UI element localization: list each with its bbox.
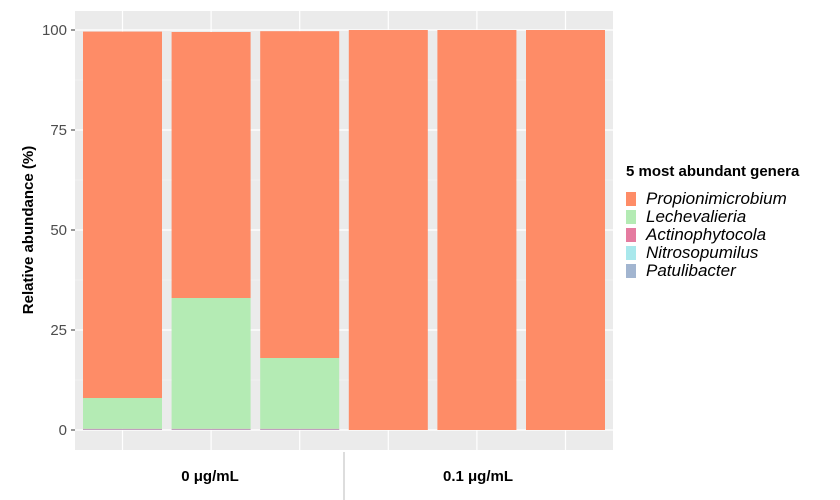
- legend-item-propionimicrobium: Propionimicrobium: [626, 189, 799, 208]
- bar-segment-lechevalieria: [171, 298, 251, 429]
- group-label-0ugml: 0 μg/mL: [181, 468, 239, 485]
- legend-label: Patulibacter: [646, 261, 736, 280]
- bar-segment-propionimicrobium: [348, 30, 428, 430]
- legend-item-actinophytocola: Actinophytocola: [626, 225, 799, 244]
- bar-segment-propionimicrobium: [526, 30, 605, 430]
- legend-title: 5 most abundant genera: [626, 163, 800, 180]
- bar-segment-patulibacter: [171, 429, 251, 430]
- bar-segment-actinophytocola: [260, 428, 340, 430]
- bar-segment-actinophytocola: [83, 428, 162, 430]
- bar-segment-patulibacter: [260, 429, 340, 430]
- bars: [83, 30, 605, 430]
- bar-segment-lechevalieria: [260, 358, 340, 429]
- legend-swatch: [626, 192, 636, 206]
- y-tick-label: 75: [50, 122, 67, 139]
- group-label-0.1ugml: 0.1 μg/mL: [443, 468, 513, 485]
- legend-swatch: [626, 246, 636, 260]
- legend-item-lechevalieria: Lechevalieria: [626, 207, 799, 226]
- legend-label: Nitrosopumilus: [646, 243, 759, 262]
- legend-swatch: [626, 210, 636, 224]
- bar-segment-propionimicrobium: [171, 32, 251, 298]
- legend-label: Lechevalieria: [646, 207, 747, 226]
- bar-segment-patulibacter: [83, 429, 162, 430]
- y-axis: 0 25 50 75 100: [42, 22, 75, 439]
- legend-swatch: [626, 264, 636, 278]
- y-tick-label: 25: [50, 322, 67, 339]
- legend-items: Propionimicrobium Lechevalieria Actinophyt…: [626, 189, 799, 280]
- y-axis-title: Relative abundance (%): [20, 146, 37, 314]
- legend-item-patulibacter: Patulibacter: [626, 261, 799, 280]
- y-tick-label: 100: [42, 22, 67, 39]
- bar-segment-lechevalieria: [83, 398, 162, 429]
- bar-segment-propionimicrobium: [260, 31, 340, 358]
- y-tick-label: 50: [50, 222, 67, 239]
- bar-segment-actinophytocola: [171, 428, 251, 430]
- y-tick-label: 0: [59, 422, 67, 439]
- legend-label: Propionimicrobium: [646, 189, 787, 208]
- bar-segment-propionimicrobium: [437, 30, 517, 430]
- legend-label: Actinophytocola: [646, 225, 767, 244]
- legend-item-nitrosopumilus: Nitrosopumilus: [626, 243, 799, 262]
- legend: 5 most abundant genera Propionimicrobium…: [626, 163, 799, 280]
- legend-swatch: [626, 228, 636, 242]
- bar-segment-propionimicrobium: [83, 31, 162, 398]
